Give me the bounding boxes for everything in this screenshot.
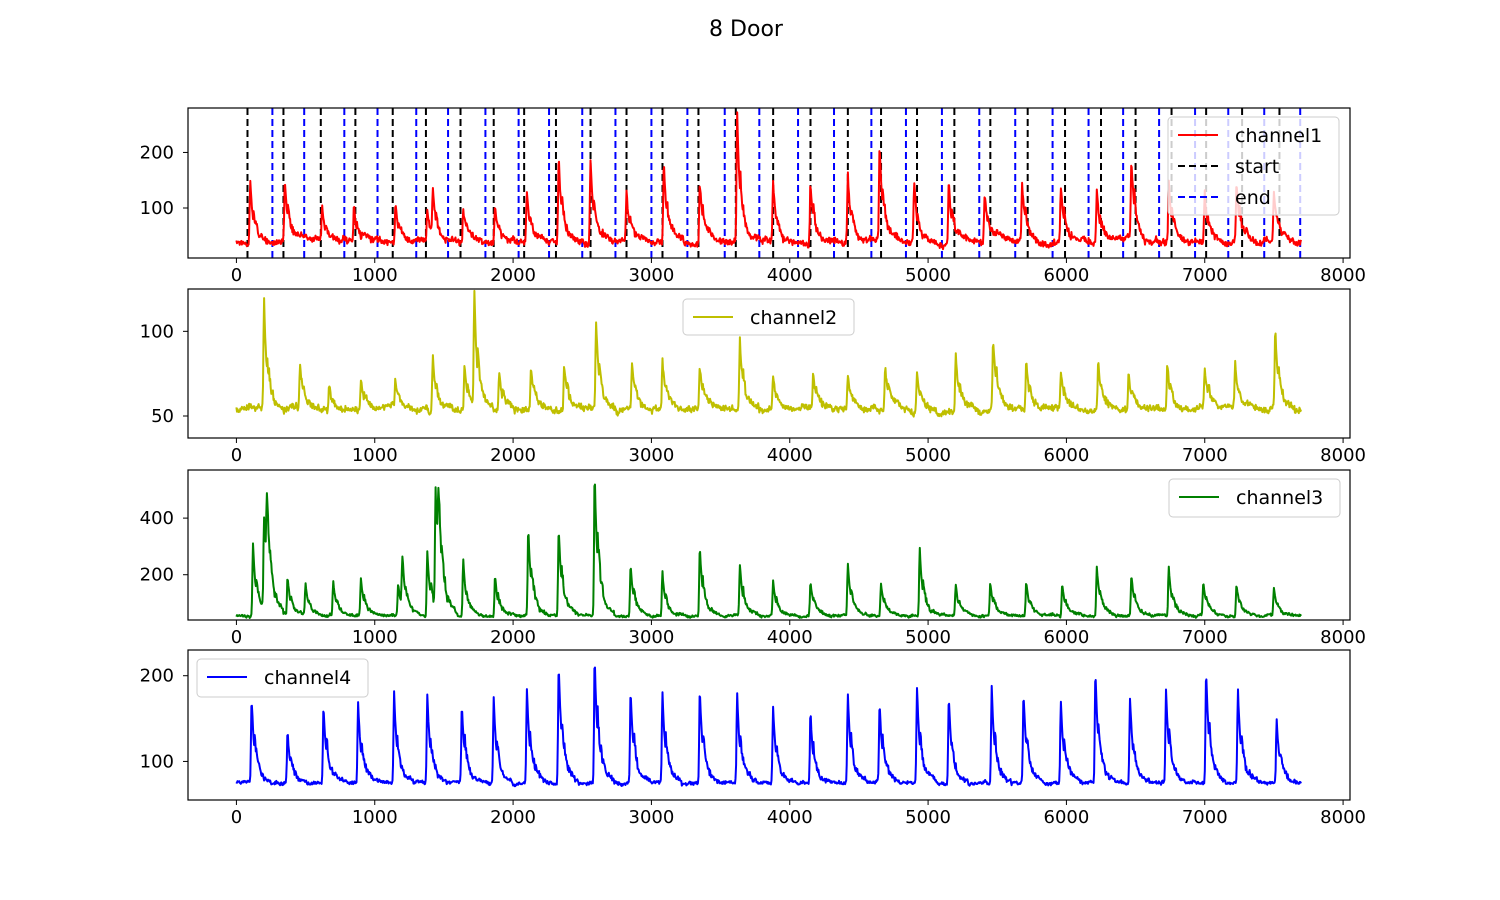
x-tick-label: 2000 — [490, 445, 536, 466]
x-tick-label: 8000 — [1320, 807, 1366, 828]
x-tick-label: 2000 — [490, 627, 536, 648]
channel4-line — [235, 666, 1302, 788]
legend-2: channel2 — [682, 298, 855, 336]
x-tick-label: 4000 — [767, 807, 813, 828]
x-tick-label: 1000 — [352, 807, 398, 828]
x-tick-label: 1000 — [352, 265, 398, 286]
y-tick-label: 200 — [140, 666, 174, 687]
x-tick-label: 0 — [231, 265, 242, 286]
axes-frame — [187, 649, 1351, 801]
x-tick-label: 7000 — [1182, 627, 1228, 648]
x-tick-label: 3000 — [629, 807, 675, 828]
channel3-line — [235, 483, 1302, 619]
legend-label-channel3: channel3 — [1236, 487, 1323, 509]
figure-title: 8 Door — [709, 17, 784, 42]
y-tick-label: 100 — [140, 198, 174, 219]
y-tick-label: 100 — [140, 321, 174, 342]
x-tick-label: 8000 — [1320, 265, 1366, 286]
y-tick-label: 200 — [140, 142, 174, 163]
axes-frame — [187, 288, 1351, 439]
plot-area-1 — [235, 108, 1302, 258]
y-tick-label: 50 — [151, 406, 174, 427]
legend-label-channel4: channel4 — [264, 667, 351, 689]
channel2-line — [235, 289, 1302, 418]
x-tick-label: 4000 — [767, 627, 813, 648]
x-tick-label: 6000 — [1044, 265, 1090, 286]
x-tick-label: 5000 — [905, 445, 951, 466]
legend-label-channel1: channel1 — [1235, 125, 1322, 147]
x-tick-label: 2000 — [490, 265, 536, 286]
legend-label-start: start — [1235, 156, 1279, 178]
plot-area-2 — [235, 289, 1302, 418]
x-tick-label: 3000 — [629, 445, 675, 466]
x-tick-label: 1000 — [352, 627, 398, 648]
y-tick-label: 200 — [140, 565, 174, 586]
x-tick-label: 8000 — [1320, 445, 1366, 466]
legend-box — [1167, 116, 1340, 216]
subplot-1: 0 1000 2000 3000 4000 5000 6000 7000 8000 100 200 c… — [140, 107, 1366, 286]
x-tick-label: 6000 — [1044, 807, 1090, 828]
legend-4: channel4 — [196, 658, 369, 698]
x-tick-label: 5000 — [905, 265, 951, 286]
x-tick-label: 7000 — [1182, 445, 1228, 466]
plot-area-3 — [235, 483, 1302, 619]
axes-frame — [187, 469, 1351, 621]
x-tick-label: 3000 — [629, 265, 675, 286]
x-tick-label: 4000 — [767, 445, 813, 466]
legend-label-channel2: channel2 — [750, 307, 837, 329]
legend-box — [1168, 478, 1341, 518]
x-tick-label: 0 — [231, 445, 242, 466]
legend-3: channel3 — [1168, 478, 1341, 518]
axes-frame — [187, 107, 1351, 259]
subplot-3: 0 1000 2000 3000 4000 5000 6000 7000 8000 200 400 c… — [140, 469, 1366, 648]
x-tick-label: 0 — [231, 627, 242, 648]
x-tick-label: 0 — [231, 807, 242, 828]
subplot-4: 0 1000 2000 3000 4000 5000 6000 7000 8000 100 200 c… — [140, 649, 1366, 828]
y-tick-label: 100 — [140, 751, 174, 772]
plot-area-4 — [235, 666, 1302, 788]
x-tick-label: 6000 — [1044, 445, 1090, 466]
x-tick-label: 6000 — [1044, 627, 1090, 648]
x-tick-label: 7000 — [1182, 807, 1228, 828]
x-tick-label: 1000 — [352, 445, 398, 466]
x-tick-label: 7000 — [1182, 265, 1228, 286]
subplot-2: 0 1000 2000 3000 4000 5000 6000 7000 8000 50 100 ch… — [140, 288, 1366, 466]
x-tick-label: 4000 — [767, 265, 813, 286]
y-tick-label: 400 — [140, 508, 174, 529]
x-tick-label: 5000 — [905, 627, 951, 648]
legend-label-end: end — [1235, 187, 1271, 209]
x-tick-label: 5000 — [905, 807, 951, 828]
legend-box — [196, 658, 369, 698]
legend-1: channel1 start end — [1167, 116, 1340, 216]
x-tick-label: 3000 — [629, 627, 675, 648]
channel1-line — [235, 111, 1302, 251]
x-tick-label: 8000 — [1320, 627, 1366, 648]
legend-box — [682, 298, 855, 336]
x-tick-label: 2000 — [490, 807, 536, 828]
